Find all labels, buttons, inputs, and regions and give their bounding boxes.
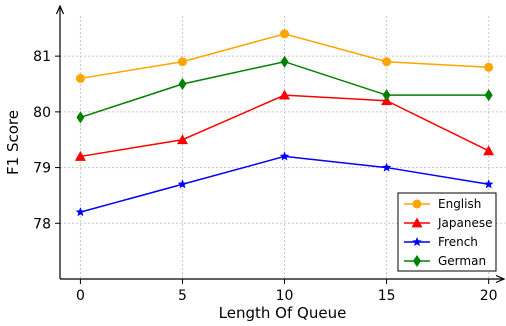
legend-label: Japanese xyxy=(437,216,493,230)
y-tick-label: 80 xyxy=(33,105,51,121)
data-point xyxy=(176,134,188,145)
ticks: 0 5 10 15 20 78 79 80 81 xyxy=(33,49,497,304)
data-point xyxy=(177,179,188,189)
data-point xyxy=(484,89,493,102)
data-point xyxy=(381,162,392,172)
data-point xyxy=(75,207,86,217)
data-point xyxy=(74,150,86,161)
y-axis-label: F1 Score xyxy=(4,110,22,175)
legend-item-french: French xyxy=(404,235,478,249)
data-point xyxy=(279,151,290,161)
series-french xyxy=(75,151,494,217)
legend-marker xyxy=(412,199,422,209)
legend-item-english: English xyxy=(404,197,481,211)
data-point xyxy=(75,73,85,83)
data-point xyxy=(177,57,187,67)
data-point xyxy=(76,111,85,124)
axes xyxy=(55,4,506,284)
data-point xyxy=(279,89,291,100)
legend-marker xyxy=(413,255,421,267)
legend-label: German xyxy=(438,254,486,268)
data-point xyxy=(483,179,494,189)
x-axis-arrow xyxy=(495,274,506,284)
x-axis-label: Length Of Queue xyxy=(219,304,347,322)
data-point xyxy=(382,89,391,102)
y-axis-arrow xyxy=(55,4,65,15)
legend-item-german: German xyxy=(404,254,486,268)
y-tick-label: 81 xyxy=(33,49,51,65)
x-tick-label: 5 xyxy=(178,288,187,304)
legend-label: English xyxy=(438,197,481,211)
y-tick-label: 79 xyxy=(33,161,51,177)
x-tick-label: 20 xyxy=(480,288,498,304)
legend: English Japanese French German xyxy=(397,192,497,272)
series-layer xyxy=(74,29,495,217)
legend-item-japanese: Japanese xyxy=(404,216,493,230)
legend-label: French xyxy=(438,235,478,249)
legend-marker xyxy=(412,237,422,247)
x-tick-label: 0 xyxy=(76,288,85,304)
x-tick-label: 10 xyxy=(276,288,294,304)
data-point xyxy=(280,29,290,39)
series-german xyxy=(76,55,493,124)
data-point xyxy=(178,78,187,90)
legend-marker xyxy=(411,217,423,228)
data-point xyxy=(280,55,289,68)
y-tick-label: 78 xyxy=(33,216,51,232)
data-point xyxy=(382,57,392,67)
series-english xyxy=(75,29,494,83)
x-tick-label: 15 xyxy=(378,288,396,304)
data-point xyxy=(483,145,495,156)
data-point xyxy=(484,62,494,72)
